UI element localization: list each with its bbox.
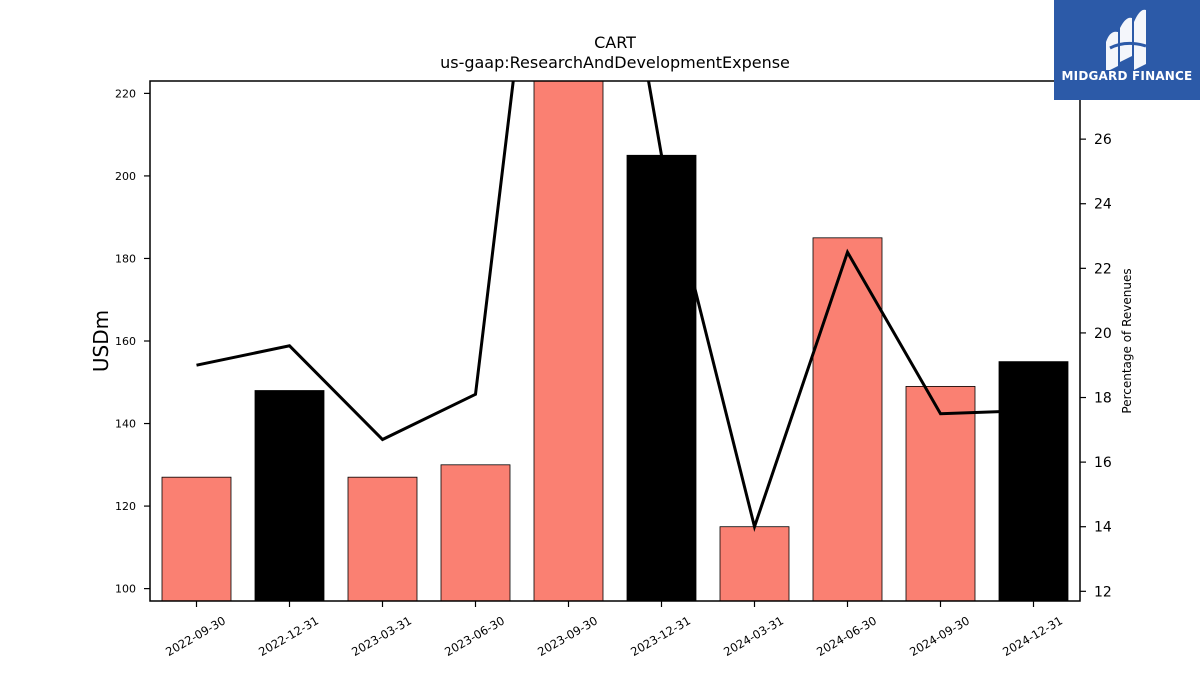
percentage-line-group	[196, 81, 1034, 533]
bar-2024-09-30	[905, 385, 976, 601]
bar-2023-12-31	[626, 154, 697, 601]
y2-tick-label: 12	[1094, 584, 1112, 600]
bar-2023-09-30	[533, 81, 604, 601]
y2-tick-label: 16	[1094, 455, 1112, 471]
y-tick-label: 200	[115, 170, 136, 183]
x-tick-label: 2022-09-30	[163, 613, 228, 659]
bar-2022-09-30	[161, 476, 232, 601]
x-tick-label: 2024-12-31	[1000, 613, 1065, 659]
y2-axis-label: Percentage of Revenues	[1120, 268, 1134, 413]
y2-tick-label: 24	[1094, 197, 1112, 213]
y-tick-label: 140	[115, 418, 136, 431]
bar-2024-12-31	[998, 361, 1069, 601]
y-axis-label: USDm	[89, 310, 113, 372]
y-tick-label: 160	[115, 335, 136, 348]
bar-2023-06-30	[440, 464, 511, 601]
midgard-finance-logo-icon	[1106, 9, 1147, 70]
left-axis: 100 120 140 160 180 200 220	[115, 87, 150, 596]
bar-2023-03-31	[347, 476, 418, 601]
right-axis: 12 14 16 18 20 22 24 26	[1080, 132, 1112, 600]
logo-badge: MIDGARD FINANCE	[1054, 0, 1200, 100]
y2-tick-label: 22	[1094, 261, 1112, 277]
y-tick-label: 180	[115, 252, 136, 265]
y2-tick-label: 14	[1094, 520, 1112, 536]
chart-subtitle: us-gaap:ResearchAndDevelopmentExpense	[440, 53, 790, 72]
x-tick-label: 2024-06-30	[814, 613, 879, 659]
bar-2024-06-30	[812, 237, 883, 601]
y2-tick-label: 26	[1094, 132, 1112, 148]
x-tick-label: 2024-03-31	[721, 613, 786, 659]
bar-2022-12-31	[254, 390, 325, 601]
y-tick-label: 100	[115, 583, 136, 596]
x-tick-label: 2023-03-31	[349, 613, 414, 659]
y2-tick-label: 20	[1094, 326, 1112, 342]
bar-2024-03-31	[719, 526, 790, 601]
y-tick-label: 220	[115, 87, 136, 100]
x-tick-label: 2023-06-30	[442, 613, 507, 659]
percentage-line	[196, 81, 1034, 533]
x-tick-label: 2024-09-30	[907, 613, 972, 659]
chart-title: CART	[594, 33, 636, 52]
x-tick-label: 2023-12-31	[628, 613, 693, 659]
x-axis: 2022-09-30 2022-12-31 2023-03-31 2023-06-30…	[163, 601, 1065, 659]
bars-group	[161, 81, 1069, 601]
x-tick-label: 2023-09-30	[535, 613, 600, 659]
logo-text: MIDGARD FINANCE	[1061, 69, 1193, 83]
y-tick-label: 120	[115, 500, 136, 513]
x-tick-label: 2022-12-31	[256, 613, 321, 659]
y2-tick-label: 18	[1094, 391, 1112, 407]
